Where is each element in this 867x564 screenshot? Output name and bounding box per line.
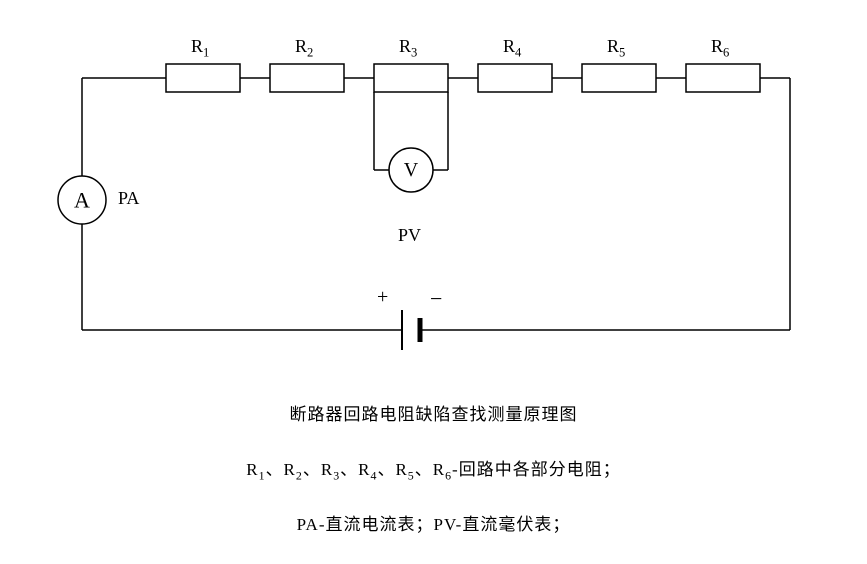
- battery-minus: −: [430, 286, 442, 312]
- resistor-label: R4: [503, 36, 521, 61]
- resistor-label: R2: [295, 36, 313, 61]
- resistor-label: R5: [607, 36, 625, 61]
- circuit-diagram: A V R1 R2 R3 R4 R5 R6 PA PV + − 断路器回路电阻缺陷查找测量原…: [0, 0, 867, 564]
- resistor-label: R6: [711, 36, 729, 61]
- resistor-label: R3: [399, 36, 417, 61]
- caption-meters: PA-直流电流表；PV-直流毫伏表；: [0, 510, 867, 535]
- battery-plus: +: [377, 286, 388, 309]
- ammeter-label: PA: [118, 188, 139, 209]
- svg-text:V: V: [404, 159, 419, 181]
- resistor-label: R1: [191, 36, 209, 61]
- svg-text:A: A: [74, 188, 90, 213]
- caption-resistors: R1、R2、R3、R4、R5、R6-回路中各部分电阻；: [0, 455, 867, 483]
- voltmeter-label: PV: [398, 225, 421, 246]
- caption-title: 断路器回路电阻缺陷查找测量原理图: [0, 400, 867, 425]
